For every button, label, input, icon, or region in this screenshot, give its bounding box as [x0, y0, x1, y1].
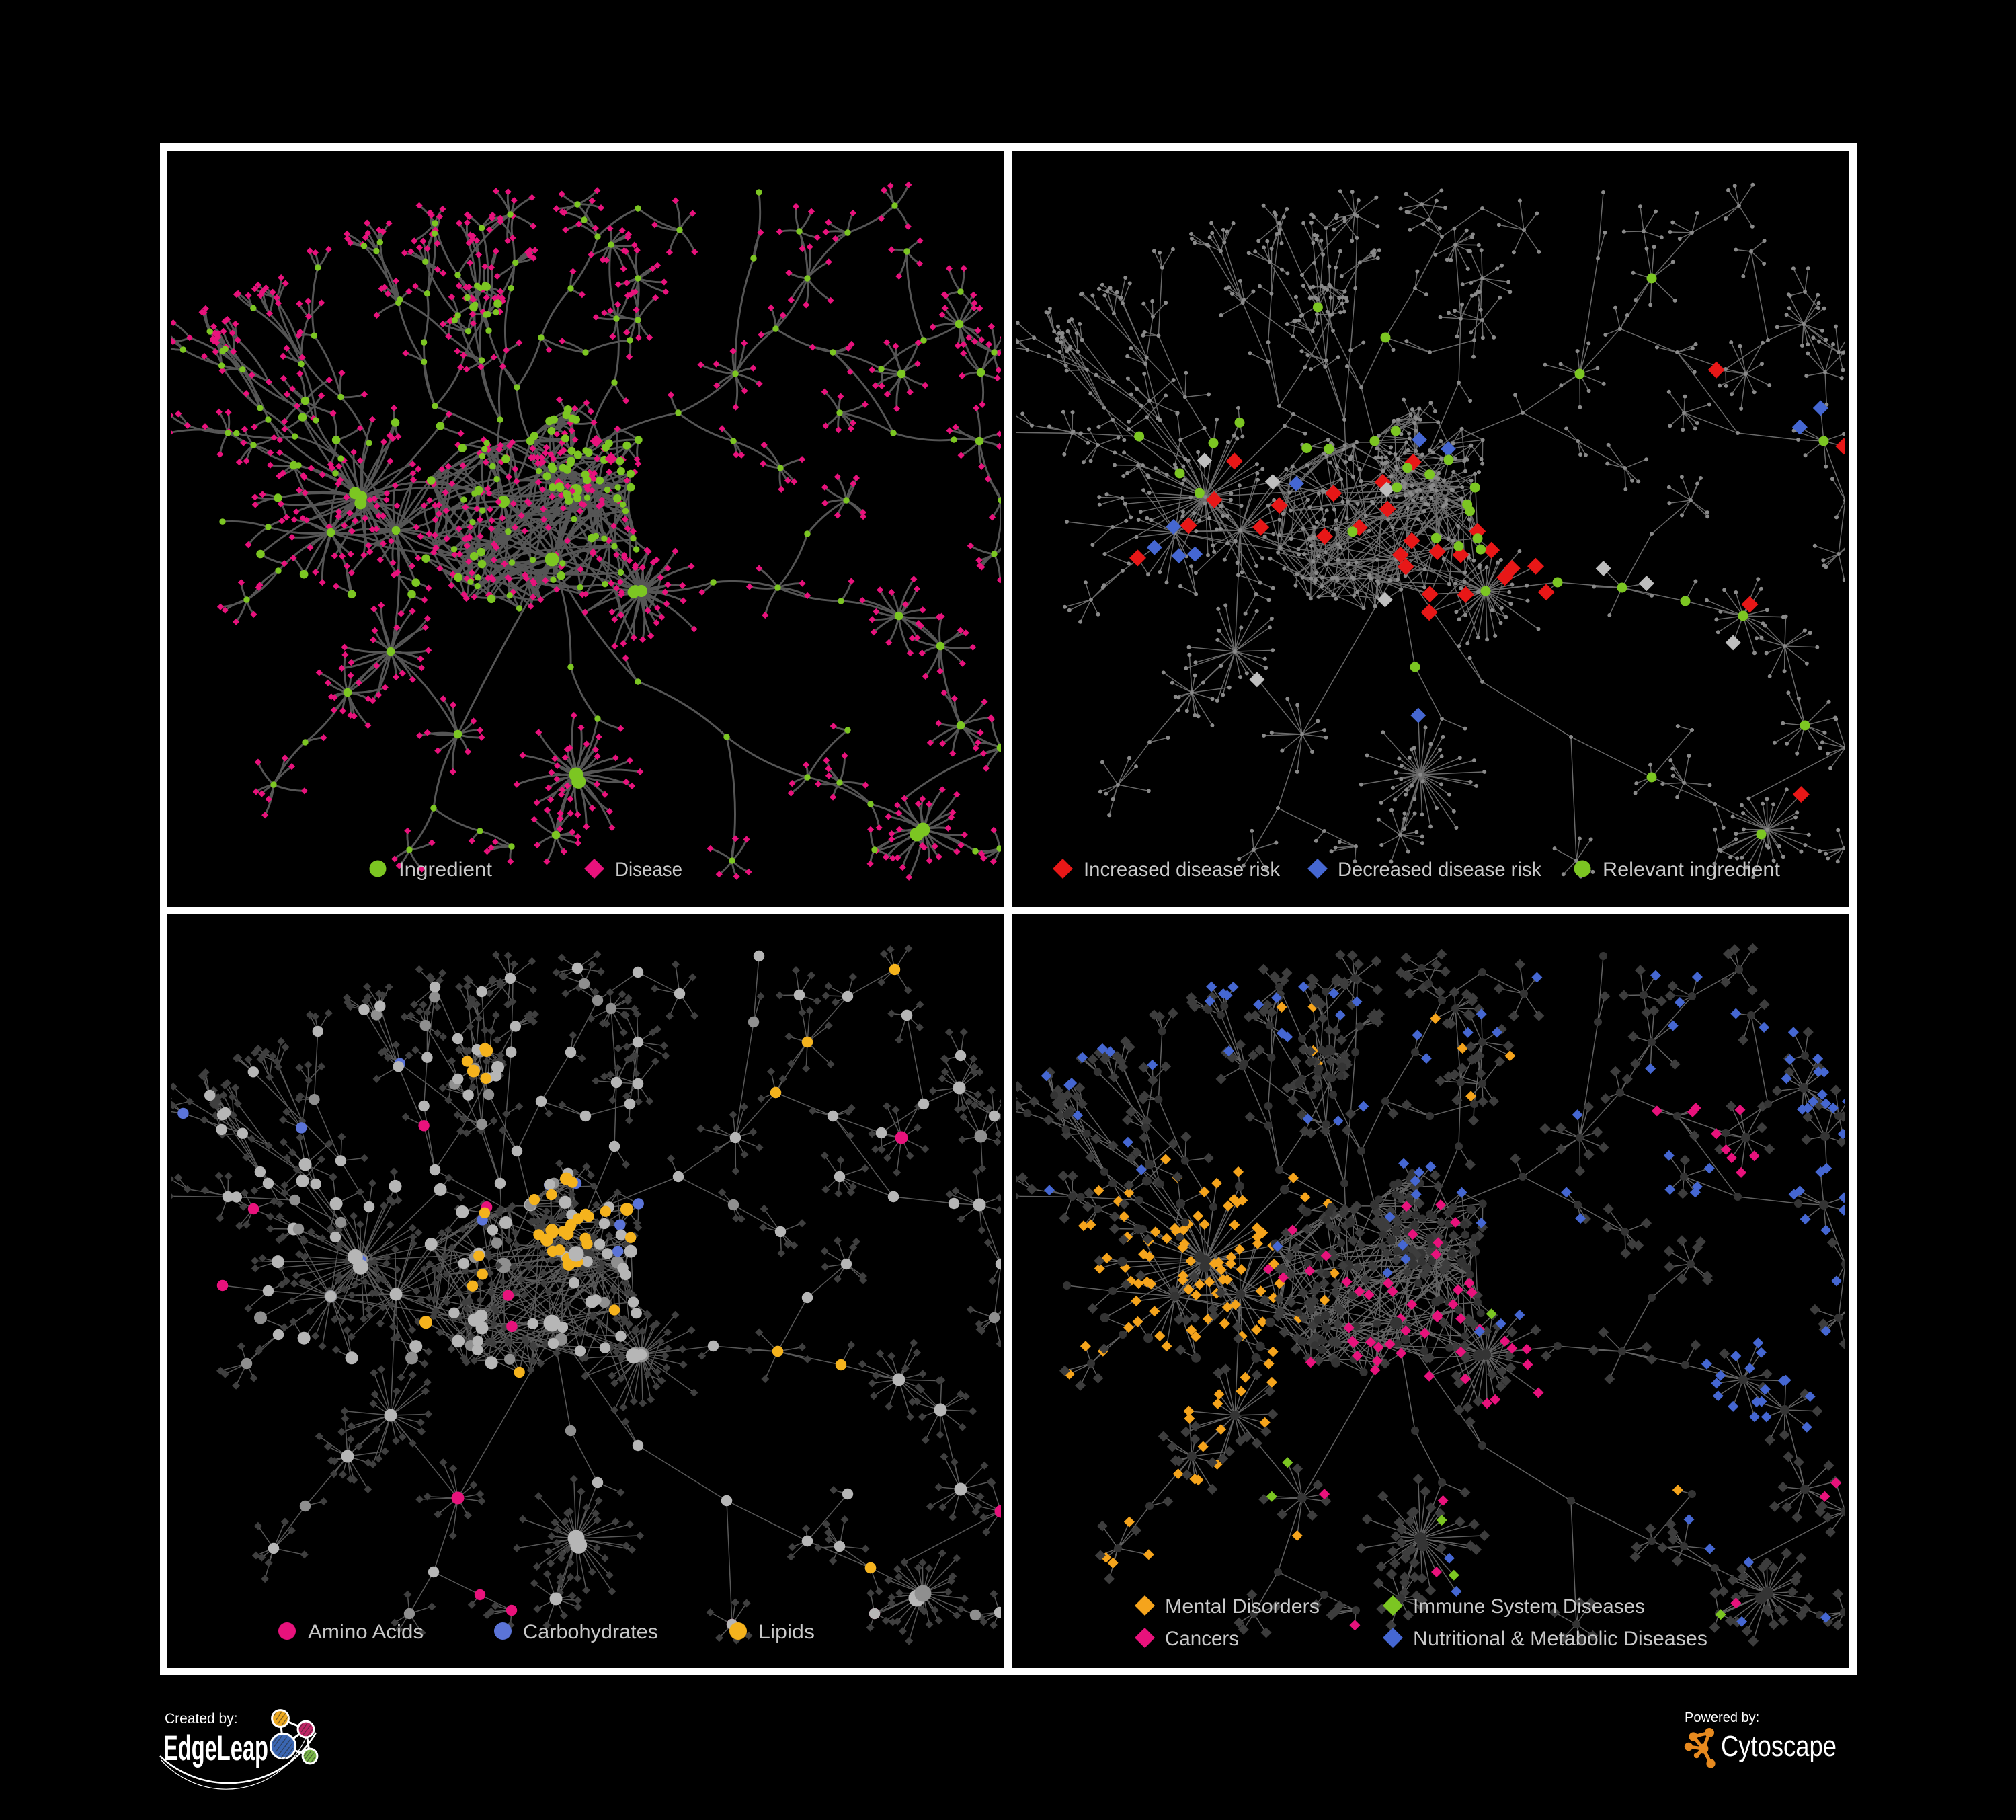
svg-text:Relevant ingredient: Relevant ingredient: [1603, 859, 1781, 881]
svg-text:Mental Disorders: Mental Disorders: [1165, 1595, 1320, 1618]
svg-text:Cancers: Cancers: [1165, 1628, 1239, 1650]
svg-text:Cytoscape: Cytoscape: [1721, 1730, 1837, 1763]
svg-text:Disease: Disease: [615, 859, 682, 881]
svg-text:Nutritional & Metabolic Diseas: Nutritional & Metabolic Diseases: [1413, 1628, 1707, 1650]
svg-text:Lipids: Lipids: [758, 1621, 815, 1643]
svg-text:Created by:: Created by:: [165, 1711, 238, 1727]
svg-text:Immune System Diseases: Immune System Diseases: [1413, 1595, 1645, 1618]
svg-text:Carbohydrates: Carbohydrates: [523, 1621, 658, 1643]
svg-text:Amino Acids: Amino Acids: [308, 1621, 424, 1643]
svg-text:Ingredient: Ingredient: [399, 859, 493, 881]
svg-text:Powered by:: Powered by:: [1685, 1710, 1759, 1725]
svg-text:Increased disease risk: Increased disease risk: [1084, 859, 1281, 881]
svg-text:EdgeLeap: EdgeLeap: [163, 1729, 268, 1768]
svg-text:Decreased disease risk: Decreased disease risk: [1338, 859, 1542, 881]
